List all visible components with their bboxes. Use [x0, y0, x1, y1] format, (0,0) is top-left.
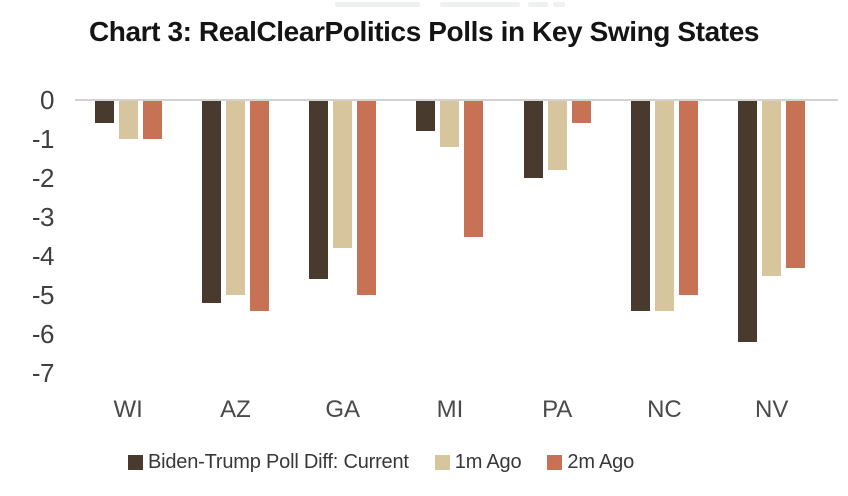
bar-NV-series2 — [786, 101, 806, 268]
bar-WI-series2 — [142, 101, 162, 139]
bar-NC-series0 — [630, 101, 650, 311]
x-axis-label-PA: PA — [542, 396, 573, 423]
legend-label: 2m Ago — [567, 451, 635, 473]
bar-PA-series2 — [571, 101, 591, 124]
bar-WI-series0 — [94, 101, 114, 124]
top-crop-artifact — [528, 2, 548, 7]
y-axis-tick-label: -2 — [31, 163, 55, 193]
legend-item-series1: 1m Ago — [434, 451, 522, 474]
bar-PA-series1 — [547, 101, 567, 171]
legend-item-series2: 2m Ago — [547, 451, 634, 474]
bar-GA-series0 — [309, 101, 329, 280]
x-axis-label-AZ: AZ — [220, 396, 251, 423]
legend-swatch-icon — [434, 455, 450, 470]
legend-label: 1m Ago — [454, 451, 522, 473]
x-axis-label-GA: GA — [325, 396, 361, 423]
bar-WI-series1 — [118, 101, 138, 139]
bar-AZ-series0 — [201, 101, 221, 303]
legend-item-series0: Biden-Trump Poll Diff: Current — [128, 451, 409, 474]
legend-label: Biden-Trump Poll Diff: Current — [148, 451, 409, 473]
x-axis-label-MI: MI — [436, 396, 464, 423]
legend: Biden-Trump Poll Diff: Current 1m Ago 2m A… — [128, 451, 634, 474]
top-crop-artifact — [553, 2, 565, 7]
bar-PA-series0 — [523, 101, 543, 178]
bar-AZ-series1 — [225, 101, 245, 295]
bar-MI-series2 — [464, 101, 484, 237]
bar-NC-series2 — [678, 101, 698, 295]
y-axis-tick-label: -6 — [31, 319, 55, 349]
chart-title: Chart 3: RealClearPolitics Polls in Key … — [88, 16, 760, 47]
x-axis-label-NC: NC — [647, 396, 682, 423]
legend-swatch-icon — [547, 455, 563, 470]
bar-MI-series1 — [440, 101, 460, 147]
y-axis-tick-label: -1 — [31, 124, 55, 154]
zero-axis-line — [75, 99, 838, 101]
bar-NV-series1 — [762, 101, 782, 276]
top-crop-artifact — [440, 2, 520, 7]
top-crop-artifact — [335, 2, 420, 7]
y-axis-tick-label: -4 — [31, 241, 55, 271]
bar-AZ-series2 — [249, 101, 269, 311]
bar-NV-series0 — [738, 101, 758, 342]
bar-GA-series2 — [357, 101, 377, 295]
y-axis-tick-label: -7 — [31, 358, 55, 388]
x-axis-label-NV: NV — [755, 396, 789, 423]
bar-NC-series1 — [654, 101, 674, 311]
bar-GA-series1 — [333, 101, 353, 249]
y-axis-tick-label: 0 — [40, 85, 54, 115]
legend-swatch-icon — [128, 455, 143, 470]
x-axis-label-WI: WI — [113, 396, 143, 423]
y-axis-tick-label: -5 — [31, 280, 55, 310]
y-axis-tick-label: -3 — [31, 202, 55, 232]
bar-MI-series0 — [416, 101, 436, 132]
